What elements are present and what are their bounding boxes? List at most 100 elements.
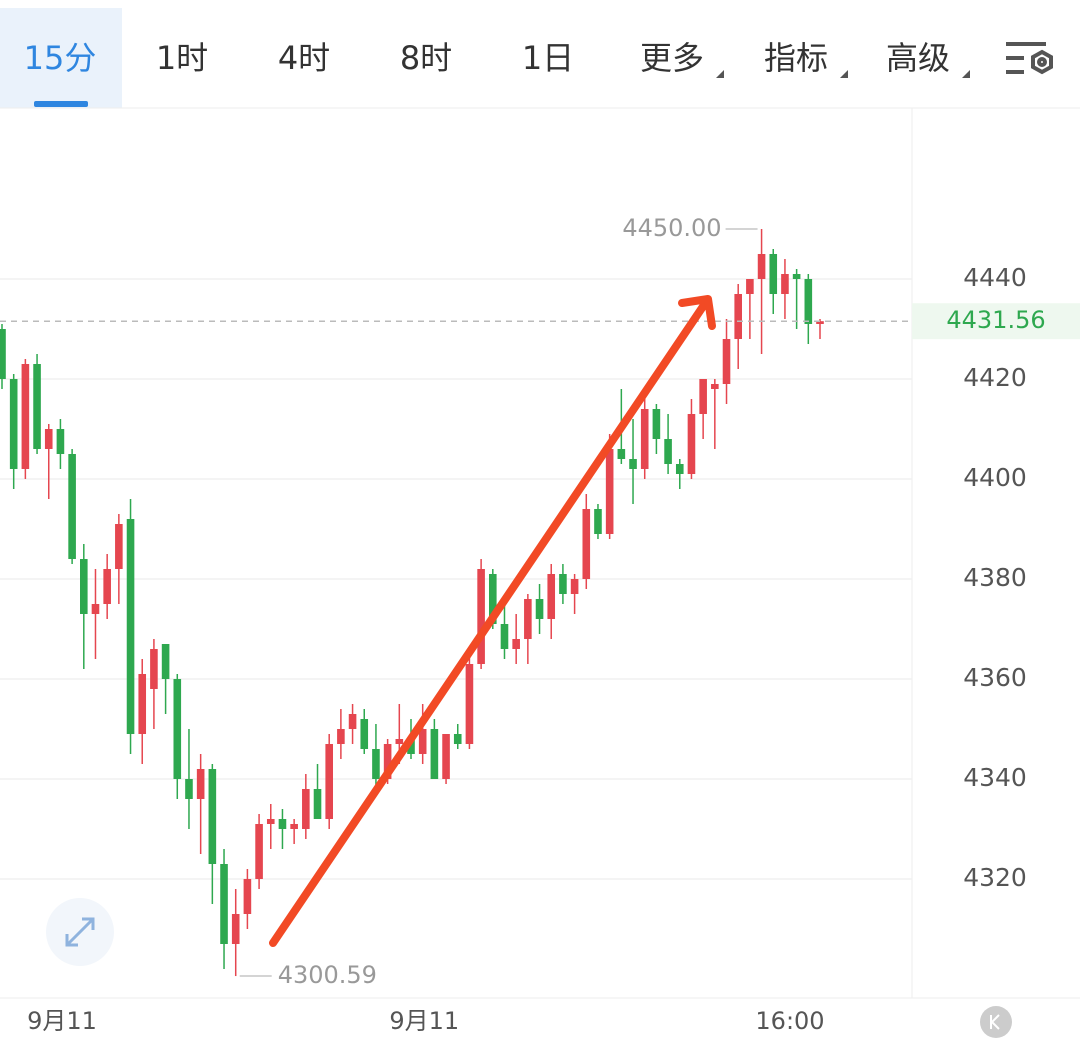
candle-body bbox=[442, 734, 450, 779]
candle-body bbox=[383, 744, 392, 779]
candle-body bbox=[652, 409, 661, 439]
dropdown-caret bbox=[840, 70, 848, 78]
y-tick-label: 4380 bbox=[963, 563, 1027, 592]
candle-body bbox=[21, 364, 30, 469]
candle-body bbox=[675, 464, 684, 474]
tab[interactable]: 15分 bbox=[24, 39, 97, 77]
tab[interactable]: 8时 bbox=[400, 39, 452, 77]
candle-body bbox=[9, 379, 18, 469]
tab[interactable]: 1时 bbox=[156, 39, 208, 77]
candle-body bbox=[465, 664, 474, 744]
candle-body bbox=[699, 379, 707, 414]
candle-body bbox=[395, 739, 404, 744]
candle-body bbox=[453, 734, 462, 744]
candle-body bbox=[570, 579, 579, 594]
tab[interactable]: 指标 bbox=[764, 39, 828, 77]
candle-body bbox=[126, 519, 135, 734]
active-tab-underline bbox=[34, 101, 88, 107]
y-tick-label: 4360 bbox=[963, 663, 1027, 692]
candle-body bbox=[266, 819, 275, 824]
candle-body bbox=[185, 779, 193, 799]
k-button[interactable] bbox=[980, 1006, 1012, 1038]
candle-body bbox=[769, 254, 778, 294]
candle-body bbox=[208, 769, 217, 864]
candle-body bbox=[535, 599, 544, 619]
candle-body bbox=[33, 364, 41, 449]
settings-icon[interactable] bbox=[1006, 42, 1053, 75]
candle-body bbox=[173, 679, 182, 779]
candle-body bbox=[711, 384, 719, 389]
candle-body bbox=[781, 274, 789, 294]
tab[interactable]: 更多 bbox=[640, 39, 704, 77]
x-tick-label: 9月11 bbox=[27, 1007, 97, 1035]
candle-body bbox=[80, 559, 88, 614]
candle-body bbox=[594, 509, 602, 534]
candle-body bbox=[0, 329, 6, 379]
trend-arrow bbox=[269, 295, 716, 947]
candle-body bbox=[746, 279, 754, 294]
x-tick-label: 16:00 bbox=[755, 1007, 824, 1035]
tab[interactable]: 4时 bbox=[278, 39, 330, 77]
candle-body bbox=[372, 749, 380, 779]
candle-body bbox=[348, 714, 357, 729]
candle-body bbox=[360, 719, 369, 749]
candle-body bbox=[243, 879, 252, 914]
candle-body bbox=[161, 644, 170, 679]
min-label: 4300.59 bbox=[278, 961, 377, 989]
candle-body bbox=[302, 789, 310, 829]
dropdown-caret bbox=[716, 70, 724, 78]
tab[interactable]: 高级 bbox=[886, 39, 950, 77]
candle-body bbox=[664, 439, 672, 464]
last-price-box bbox=[912, 303, 1080, 340]
active-tab-bg bbox=[0, 8, 122, 108]
candle-body bbox=[640, 409, 649, 469]
candle-body bbox=[792, 274, 801, 279]
candle-body bbox=[407, 739, 415, 754]
max-label: 4450.00 bbox=[622, 214, 721, 242]
candle-body bbox=[313, 789, 322, 819]
candle-body bbox=[477, 569, 485, 664]
candle-body bbox=[337, 729, 345, 744]
candle-body bbox=[325, 744, 333, 819]
expand-button[interactable] bbox=[46, 898, 114, 966]
last-price-label: 4431.56 bbox=[946, 306, 1045, 334]
candle-body bbox=[115, 524, 123, 569]
candle-body bbox=[547, 574, 556, 619]
candle-body bbox=[418, 729, 427, 754]
y-tick-label: 4340 bbox=[963, 763, 1027, 792]
candle-body bbox=[68, 454, 76, 559]
tab[interactable]: 1日 bbox=[522, 39, 574, 77]
candle-body bbox=[44, 429, 53, 449]
candle-body bbox=[757, 254, 766, 279]
candle-body bbox=[220, 864, 228, 944]
candle-body bbox=[196, 769, 205, 799]
candle-body bbox=[430, 729, 439, 779]
y-tick-label: 4420 bbox=[963, 363, 1027, 392]
candle-body bbox=[804, 279, 813, 324]
candle-body bbox=[524, 599, 532, 639]
candle-body bbox=[582, 509, 591, 579]
candle-body bbox=[138, 674, 147, 734]
candle-body bbox=[687, 414, 696, 474]
tab-bar bbox=[0, 0, 1080, 108]
candle-body bbox=[629, 459, 637, 469]
dropdown-caret bbox=[962, 70, 970, 78]
y-tick-label: 4320 bbox=[963, 863, 1027, 892]
plot: 4320 4340 4360 4380 4400 4420 4440 9月11 9月11 16:0… bbox=[0, 214, 1080, 1035]
candle-body bbox=[290, 824, 298, 829]
candle-body bbox=[512, 639, 520, 649]
candle-body bbox=[278, 819, 287, 829]
tabs: 15分 1时 4时 8时 1日 更多 指标 高级 bbox=[24, 39, 970, 78]
candle-body bbox=[722, 339, 731, 384]
candle-body bbox=[617, 449, 626, 459]
candle-body bbox=[150, 649, 158, 689]
candle-body bbox=[734, 294, 742, 339]
candle-body bbox=[103, 569, 111, 604]
candle-body bbox=[816, 321, 824, 324]
y-tick-label: 4440 bbox=[963, 263, 1027, 292]
y-tick-label: 4400 bbox=[963, 463, 1027, 492]
candle-body bbox=[56, 429, 65, 454]
x-tick-label: 9月11 bbox=[389, 1007, 459, 1035]
candle-body bbox=[500, 624, 509, 649]
